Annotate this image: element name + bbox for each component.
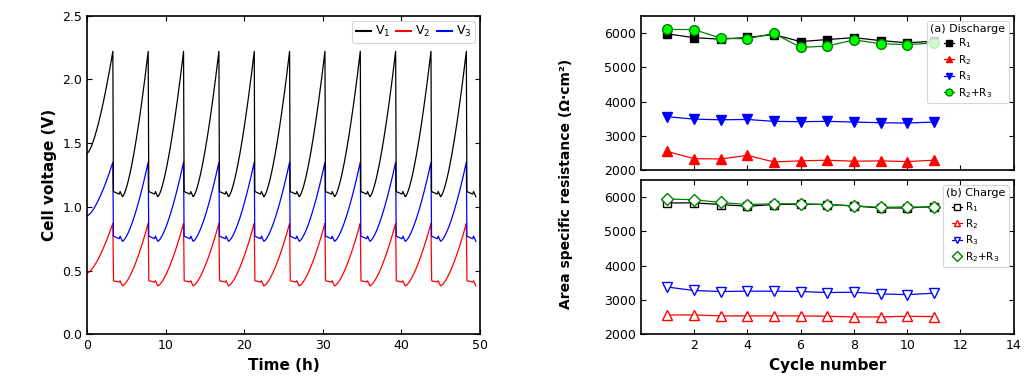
X-axis label: Cycle number: Cycle number xyxy=(769,358,886,373)
Y-axis label: Cell voltage (V): Cell voltage (V) xyxy=(42,109,56,241)
Legend: R$_1$, R$_2$, R$_3$, R$_2$+R$_3$: R$_1$, R$_2$, R$_3$, R$_2$+R$_3$ xyxy=(928,21,1009,103)
Legend: V$_1$, V$_2$, V$_3$: V$_1$, V$_2$, V$_3$ xyxy=(352,21,475,43)
X-axis label: Time (h): Time (h) xyxy=(248,358,319,373)
Legend: R$_1$, R$_2$, R$_3$, R$_2$+R$_3$: R$_1$, R$_2$, R$_3$, R$_2$+R$_3$ xyxy=(943,185,1009,267)
Text: Area specific resistance (Ω·cm²): Area specific resistance (Ω·cm²) xyxy=(559,59,573,309)
